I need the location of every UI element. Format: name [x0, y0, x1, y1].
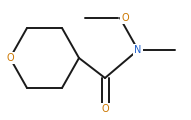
Text: N: N: [134, 45, 142, 55]
Text: O: O: [121, 13, 129, 23]
Text: O: O: [101, 104, 109, 114]
Text: O: O: [6, 53, 14, 63]
